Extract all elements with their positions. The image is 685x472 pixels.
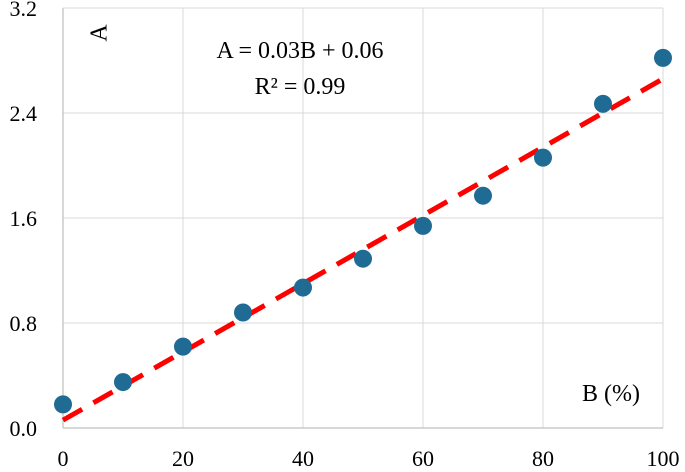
trendline-layer [61,76,665,423]
y-tick-label: 0.8 [10,311,38,336]
data-point [474,186,492,205]
trendline-equation: A = 0.03B + 0.06 [216,38,383,64]
data-point [54,395,72,414]
data-point [234,303,252,322]
data-point [174,337,192,356]
grid [63,7,664,428]
data-point [654,48,672,67]
data-point [294,278,312,297]
x-tick-label: 40 [292,446,314,471]
x-tick-label: 20 [172,446,194,471]
y-tick-label: 0.0 [10,416,38,441]
x-tick-label: 100 [647,446,680,471]
data-point [534,148,552,167]
y-tick-label: 3.2 [10,0,38,21]
x-tick-label: 60 [412,446,434,471]
data-point [114,373,132,392]
data-point [414,216,432,235]
y-axis-label: A [87,24,113,42]
tick-labels: 0 20 40 60 80 100 0.0 0.8 1.6 2.4 3.2 [10,0,680,471]
axes [62,8,663,429]
x-tick-label: 0 [58,446,69,471]
y-tick-label: 2.4 [10,101,38,126]
x-tick-label: 80 [532,446,554,471]
x-axis-label: B (%) [582,381,640,407]
y-tick-label: 1.6 [10,206,38,231]
data-points [54,48,672,414]
trendline [61,76,665,423]
data-point [594,94,612,113]
data-point [354,249,372,268]
r-squared-label: R² = 0.99 [255,74,346,100]
